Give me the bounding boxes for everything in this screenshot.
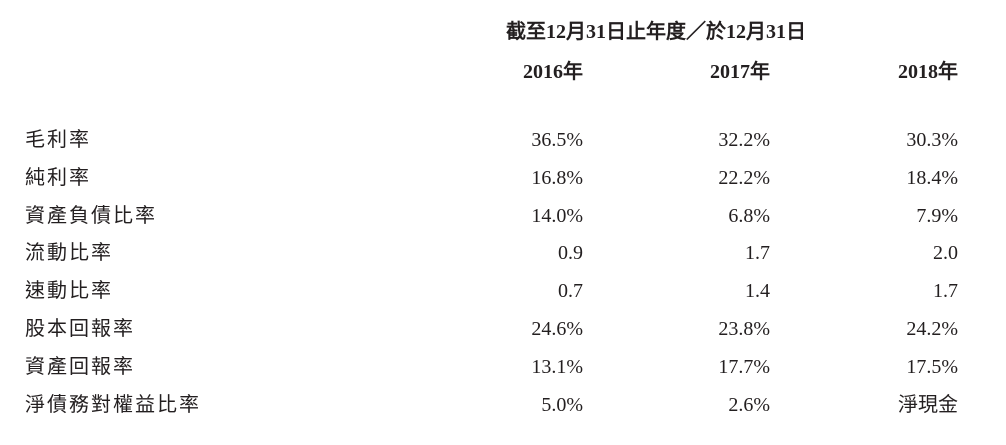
row-label: 資產負債比率 [25,204,157,227]
cell: 30.3% [906,129,958,151]
cell: 32.2% [718,129,770,151]
cell: 淨現金 [898,393,958,416]
cell: 17.5% [906,355,958,378]
cell: 1.7 [933,280,958,303]
column-header: 2017年 [710,61,770,83]
cell: 18.4% [906,166,958,189]
row-label: 純利率 [25,166,91,189]
cell: 23.8% [718,318,770,340]
cell: 14.0% [531,204,583,227]
row-label: 股本回報率 [25,318,135,340]
cell: 36.5% [531,129,583,151]
cell: 1.7 [745,242,770,265]
column-header: 2018年 [898,61,958,83]
cell: 7.9% [916,204,958,227]
row-label: 毛利率 [25,129,91,151]
cell: 16.8% [531,166,583,189]
cell: 0.7 [558,280,583,303]
row-label: 淨債務對權益比率 [25,393,201,416]
cell: 6.8% [728,204,770,227]
row-label: 速動比率 [25,280,113,303]
cell: 5.0% [541,393,583,416]
cell: 1.4 [745,280,770,303]
row-label: 流動比率 [25,242,113,265]
cell: 24.6% [531,318,583,340]
cell: 17.7% [718,355,770,378]
cell: 2.6% [728,393,770,416]
cell: 0.9 [558,242,583,265]
cell: 13.1% [531,355,583,378]
column-header: 2016年 [523,61,583,83]
row-label: 資產回報率 [25,355,135,378]
cell: 24.2% [906,318,958,340]
header-span: 截至12月31日止年度／於12月31日 [506,21,806,43]
cell: 2.0 [933,242,958,265]
cell: 22.2% [718,166,770,189]
